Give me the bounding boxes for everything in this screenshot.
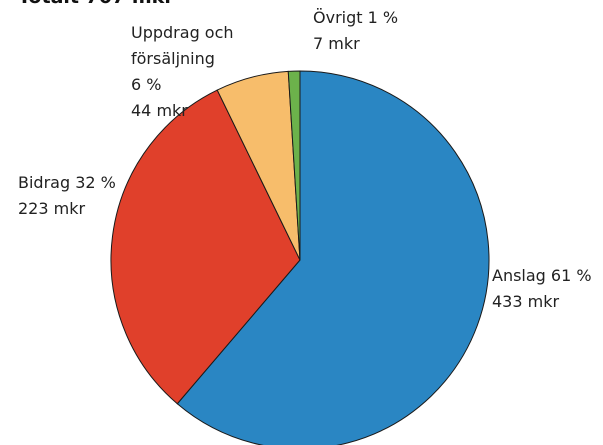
- percentage-label: 61 %: [550, 266, 592, 285]
- value-label: 7 mkr: [313, 34, 360, 53]
- pie-slice: [287, 70, 301, 261]
- category-name: Bidrag: [18, 173, 71, 192]
- percentage-label: 6 %: [131, 75, 162, 94]
- chart-title: Totalt 707 mkr: [18, 0, 174, 8]
- value-label: 223 mkr: [18, 199, 86, 218]
- category-name: Anslag: [492, 266, 546, 285]
- category-name: Övrigt: [313, 8, 363, 27]
- value-label: 433 mkr: [492, 292, 560, 311]
- value-label: 44 mkr: [131, 101, 188, 120]
- pie-slice: [110, 89, 301, 405]
- slice-label: Övrigt 1 % 7 mkr: [313, 5, 423, 57]
- slice-label: Anslag 61 % 433 mkr: [492, 263, 602, 315]
- percentage-label: 1 %: [367, 8, 399, 27]
- category-name: Uppdrag och försäljning: [131, 23, 234, 68]
- slice-label: Uppdrag och försäljning 6 % 44 mkr: [131, 20, 249, 124]
- slice-label: Bidrag 32 % 223 mkr: [18, 170, 128, 222]
- pie-slice: [176, 70, 490, 445]
- percentage-label: 32 %: [75, 173, 116, 192]
